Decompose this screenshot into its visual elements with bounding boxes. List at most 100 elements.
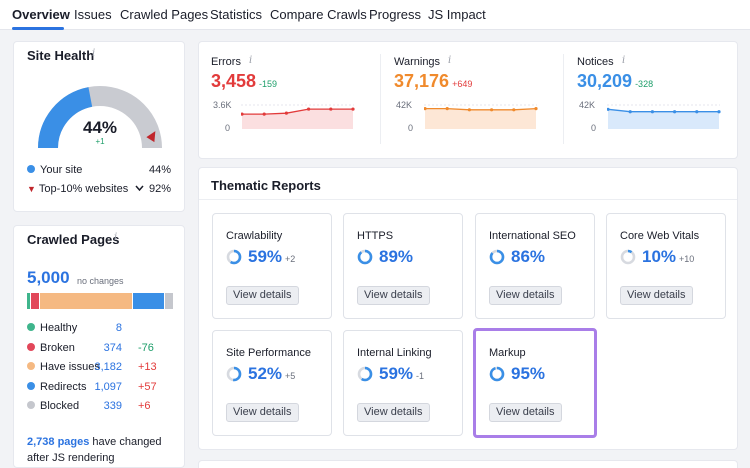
tab-issues[interactable]: Issues	[74, 7, 112, 22]
status-dot-icon	[27, 381, 35, 390]
sparkline-line	[425, 107, 537, 111]
sparkline-point[interactable]	[673, 110, 677, 114]
crawled-pages-note: no changes	[77, 276, 124, 286]
view-details-button[interactable]: View details	[357, 403, 430, 422]
sparkline-point[interactable]	[628, 110, 632, 114]
warnings-sparkline	[424, 104, 538, 129]
sparkline-point[interactable]	[351, 107, 355, 111]
progress-ring-icon	[357, 249, 373, 265]
tab-progress[interactable]: Progress	[369, 7, 422, 22]
report-score: 52% +5	[248, 364, 296, 383]
issues-metrics-card: Errors i 3,458 -159 3.6K 0 Warnings i 37,176 +649…	[198, 41, 738, 159]
tab-statistics[interactable]: Statistics	[210, 7, 263, 22]
crawled-row-have-issues: Have issues	[27, 361, 100, 373]
site-health-percent: 44%	[82, 118, 118, 137]
changed-pages-link[interactable]: 2,738 pages	[27, 436, 90, 448]
sparkline-point[interactable]	[262, 112, 266, 116]
report-name: Markup	[489, 347, 526, 359]
site-health-card: Site Health i 44% +1 Your site 44% ▼ Top-…	[13, 41, 185, 212]
sparkline-point[interactable]	[307, 107, 311, 111]
sparkline-point[interactable]	[445, 107, 449, 111]
axis-max-label: 42K	[579, 100, 596, 110]
view-details-button[interactable]: View details	[226, 403, 299, 422]
axis-min-label: 0	[408, 123, 414, 133]
view-details-button[interactable]: View details	[357, 286, 430, 305]
errors-sparkline	[241, 104, 355, 129]
progress-ring-icon	[226, 366, 242, 382]
view-details-button[interactable]: View details	[226, 286, 299, 305]
crawled-row-value[interactable]: 3,182	[94, 361, 122, 373]
errors-count[interactable]: 3,458 -159	[211, 71, 278, 91]
sparkline-point[interactable]	[241, 112, 244, 116]
report-card-international-seo[interactable]: International SEO 86% View details	[475, 213, 595, 319]
view-details-button[interactable]: View details	[489, 286, 562, 305]
sparkline-point[interactable]	[467, 108, 471, 112]
sparkline-point[interactable]	[534, 107, 538, 111]
report-score: 59% +2	[248, 247, 296, 266]
crawled-row-delta: +6	[138, 400, 151, 412]
info-icon[interactable]: i	[622, 55, 626, 66]
sparkline-point[interactable]	[329, 107, 333, 111]
report-score: 95%	[511, 364, 546, 383]
sparkline-point[interactable]	[512, 108, 516, 112]
view-details-button[interactable]: View details	[620, 286, 693, 305]
chevron-down-icon[interactable]	[135, 185, 144, 192]
bar-segment-blocked[interactable]	[164, 293, 173, 309]
bar-segment-broken[interactable]	[29, 293, 39, 309]
warnings-count[interactable]: 37,176 +649	[394, 71, 473, 91]
tab-js-impact[interactable]: JS Impact	[428, 7, 486, 22]
crawled-row-value[interactable]: 339	[103, 400, 122, 412]
bar-segment-redirects[interactable]	[132, 293, 165, 309]
sparkline-point[interactable]	[284, 111, 288, 115]
report-card-crawlability[interactable]: Crawlability 59% +2 View details	[212, 213, 332, 319]
report-card-site-performance[interactable]: Site Performance 52% +5 View details	[212, 330, 332, 436]
crawled-row-broken: Broken	[27, 342, 75, 354]
status-dot-icon	[27, 323, 35, 331]
sparkline-point[interactable]	[490, 108, 494, 112]
crawled-row-value[interactable]: 8	[115, 322, 122, 334]
sparkline-area	[242, 109, 353, 129]
active-tab-indicator	[12, 27, 64, 30]
sparkline-point[interactable]	[717, 110, 721, 114]
sparkline-point[interactable]	[695, 110, 699, 114]
view-details-button[interactable]: View details	[489, 403, 562, 422]
report-card-core-web-vitals[interactable]: Core Web Vitals 10% +10 View details	[606, 213, 726, 319]
crawled-row-healthy: Healthy	[27, 322, 77, 334]
report-name: Internal Linking	[357, 347, 432, 359]
top-tab-bar: Overview Issues Crawled Pages Statistics…	[0, 0, 750, 30]
bar-segment-have-issues[interactable]	[38, 293, 133, 309]
tab-crawled-pages[interactable]: Crawled Pages	[120, 7, 209, 22]
column-divider	[563, 54, 564, 144]
tab-overview[interactable]: Overview	[12, 7, 70, 22]
notices-count[interactable]: 30,209 -328	[577, 71, 654, 91]
report-score-delta: +2	[285, 254, 296, 264]
axis-min-label: 0	[591, 123, 597, 133]
crawled-row-delta: -76	[138, 341, 154, 354]
sparkline-point[interactable]	[424, 107, 427, 111]
crawled-row-value[interactable]: 1,097	[94, 380, 122, 393]
progress-ring-icon	[357, 366, 373, 382]
info-icon[interactable]: i	[114, 232, 118, 243]
report-card-internal-linking[interactable]: Internal Linking 59% -1 View details	[343, 330, 463, 436]
info-icon[interactable]: i	[249, 55, 253, 66]
axis-max-label: 42K	[396, 100, 413, 110]
report-score: 10% +10	[642, 247, 695, 266]
report-score-delta: -1	[416, 371, 425, 381]
crawled-pages-count[interactable]: 5,000	[27, 268, 70, 287]
sparkline-point[interactable]	[607, 107, 610, 111]
tab-compare-crawls[interactable]: Compare Crawls	[270, 7, 367, 22]
next-card-edge	[198, 460, 738, 468]
info-icon[interactable]: i	[448, 55, 452, 66]
report-card-markup[interactable]: Markup 95% View details	[473, 328, 597, 438]
legend-top-10[interactable]: ▼ Top-10% websites	[27, 183, 144, 195]
bar-segment-healthy[interactable]	[27, 293, 30, 309]
crawled-row-delta: +13	[138, 361, 157, 373]
sparkline-point[interactable]	[650, 110, 654, 114]
errors-label: Errors	[211, 56, 241, 68]
report-name: Site Performance	[226, 347, 311, 359]
info-icon[interactable]: i	[92, 48, 96, 59]
your-site-value: 44%	[148, 164, 171, 176]
crawled-pages-bar	[27, 293, 173, 309]
report-card-https[interactable]: HTTPS 89% View details	[343, 213, 463, 319]
crawled-row-value[interactable]: 374	[103, 341, 122, 354]
